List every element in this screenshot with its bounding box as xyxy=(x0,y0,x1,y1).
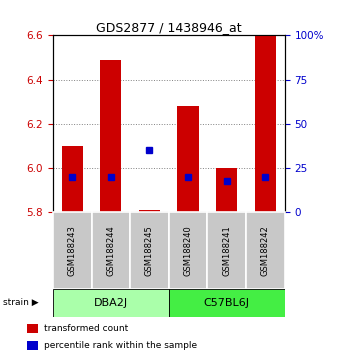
Text: GSM188240: GSM188240 xyxy=(183,225,193,276)
Bar xyxy=(27,324,38,333)
Title: GDS2877 / 1438946_at: GDS2877 / 1438946_at xyxy=(96,21,242,34)
Bar xyxy=(91,212,130,289)
Text: GSM188245: GSM188245 xyxy=(145,225,154,276)
Bar xyxy=(169,289,285,317)
Bar xyxy=(169,212,207,289)
Bar xyxy=(216,168,237,212)
Bar xyxy=(246,212,285,289)
Bar xyxy=(139,210,160,212)
Text: transformed count: transformed count xyxy=(44,324,128,333)
Text: strain ▶: strain ▶ xyxy=(3,298,39,307)
Bar xyxy=(61,146,83,212)
Text: percentile rank within the sample: percentile rank within the sample xyxy=(44,341,197,350)
Text: GSM188244: GSM188244 xyxy=(106,225,115,276)
Text: GSM188242: GSM188242 xyxy=(261,225,270,276)
Bar xyxy=(53,212,91,289)
Bar xyxy=(207,212,246,289)
Bar xyxy=(27,341,38,350)
Bar xyxy=(100,60,121,212)
Bar xyxy=(53,289,169,317)
Text: C57BL6J: C57BL6J xyxy=(204,298,250,308)
Bar xyxy=(130,212,169,289)
Text: GSM188243: GSM188243 xyxy=(68,225,77,276)
Text: GSM188241: GSM188241 xyxy=(222,225,231,276)
Text: DBA2J: DBA2J xyxy=(94,298,128,308)
Bar xyxy=(177,106,199,212)
Bar xyxy=(255,35,276,212)
